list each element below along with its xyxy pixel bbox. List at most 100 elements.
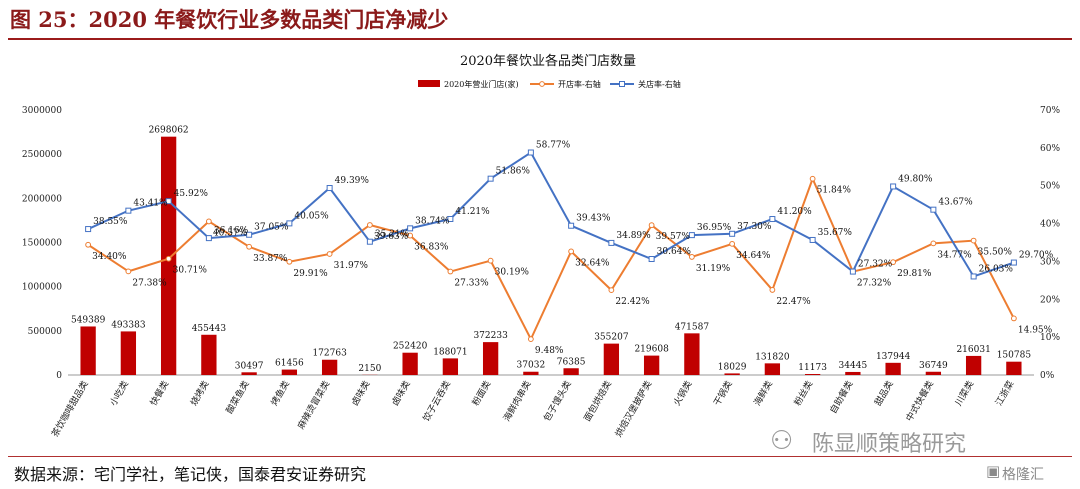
close-rate-label: 39.43% (576, 214, 611, 224)
x-category-label: 海鲜类 (751, 379, 775, 408)
x-category-label: 包子馒头类 (541, 379, 574, 424)
close-rate-label: 26.03% (979, 264, 1014, 274)
x-category-label: 面包烘焙类 (581, 379, 614, 424)
bar-value-label: 34445 (839, 361, 868, 371)
open-rate-point (165, 255, 172, 262)
bar (1006, 361, 1022, 375)
bar-value-label: 2150 (358, 364, 381, 374)
open-rate-point (648, 222, 655, 229)
close-rate-point (890, 183, 897, 190)
line-series (85, 149, 1017, 343)
close-rate-label: 34.89% (616, 231, 651, 241)
close-rate-point (326, 185, 333, 192)
bar (804, 374, 821, 375)
x-category-label: 酸菜鱼类 (223, 379, 251, 416)
close-rate-label: 43.67% (938, 198, 973, 208)
chart-legend: 2020年营业门店(家) 开店率-右轴 关店率-右轴 (418, 79, 681, 89)
y-right-tick-label: 40% (1040, 220, 1060, 230)
close-rate-label: 41.20% (777, 207, 812, 217)
open-rate-point (326, 251, 333, 257)
x-category-label: 饺子云吞类 (420, 379, 453, 424)
bar (120, 331, 137, 375)
y-left-tick-label: 2000000 (22, 194, 62, 204)
x-category-label: 卤味类 (389, 379, 413, 408)
bar-value-label: 188071 (433, 347, 467, 357)
open-rate-label: 39.57% (656, 232, 691, 242)
open-rate-point (1010, 315, 1017, 322)
x-category-label: 川菜类 (952, 379, 976, 408)
x-category-label: 海鲜肉串类 (501, 379, 534, 424)
legend-label-close: 关店率-右轴 (638, 79, 681, 89)
close-rate-label: 45.92% (174, 189, 209, 199)
close-rate-point (930, 206, 937, 213)
bar-value-label: 137944 (876, 352, 911, 362)
x-category-label: 小吃类 (107, 379, 131, 408)
close-rate-point (165, 198, 172, 205)
open-rate-label: 31.19% (696, 264, 731, 274)
x-category-label: 麻辣烫冒菜类 (295, 379, 332, 432)
close-rate-label: 38.74% (415, 216, 450, 226)
y-right-tick-label: 60% (1040, 144, 1060, 154)
x-category-label: 烘焙汉堡披萨类 (612, 379, 654, 440)
bar (603, 343, 620, 375)
close-rate-label: 27.32% (858, 260, 893, 270)
chart: 2020年餐饮业各品类门店数量 2020年营业门店(家) 开店率-右轴 关店率-右轴… (22, 53, 1061, 440)
close-rate-label: 40.05% (294, 211, 329, 221)
bar-value-label: 172763 (312, 349, 347, 359)
bar-value-label: 549389 (71, 315, 106, 325)
close-rate-point (85, 226, 92, 233)
x-category-label: 甜品类 (872, 379, 896, 408)
open-rate-point (729, 240, 736, 247)
close-rate-label: 36.95% (697, 223, 732, 233)
open-rate-point (125, 268, 132, 275)
bar (442, 358, 459, 375)
bar-series (80, 136, 1022, 375)
bar-value-label: 37032 (517, 361, 546, 371)
open-rate-label: 9.48% (535, 346, 564, 356)
y-right-tick-label: 20% (1040, 295, 1060, 305)
open-rate-point (890, 259, 897, 266)
close-rate-point (769, 216, 776, 223)
close-rate-point (568, 222, 575, 229)
footer-rule (8, 456, 1072, 457)
open-rate-label: 40.57% (213, 228, 248, 238)
x-category-label: 粉面类 (469, 379, 493, 408)
bar (321, 359, 338, 375)
close-rate-point (407, 225, 414, 232)
data-labels: 549389 493383 2698062 455443 30497 61456 17276… (71, 126, 1054, 374)
y-left-tick-label: 0 (56, 371, 62, 381)
close-rate-label: 49.80% (898, 174, 933, 184)
legend-label-open: 开店率-右轴 (558, 79, 601, 89)
bar (201, 334, 217, 375)
close-rate-label: 43.41% (133, 199, 168, 209)
close-rate-point (366, 238, 373, 245)
x-category-label: 茶饮咖啡甜品类 (49, 379, 91, 440)
open-rate-label: 51.84% (817, 186, 852, 196)
bar-value-label: 11173 (798, 363, 827, 373)
open-rate-label: 33.87% (253, 254, 288, 264)
x-category-label: 干锅类 (711, 379, 735, 408)
open-rate-point (205, 218, 212, 225)
bar (845, 371, 861, 375)
bar (563, 368, 579, 375)
close-rate-label: 51.86% (496, 167, 531, 177)
bar-value-label: 36749 (919, 361, 948, 371)
bar-value-label: 18029 (718, 362, 747, 372)
open-rate-label: 34.77% (937, 250, 972, 260)
open-rate-label: 32.64% (575, 258, 610, 268)
open-rate-point (688, 254, 695, 260)
close-rate-point (1010, 259, 1017, 266)
bar (885, 362, 901, 375)
legend-swatch-open-marker (539, 81, 545, 87)
wechat-icon: ⚇ (770, 426, 794, 456)
close-rate-label: 38.55% (93, 217, 128, 227)
close-rate-point (648, 256, 655, 263)
x-category-label: 中式快餐类 (903, 379, 936, 424)
close-rate-point (205, 235, 212, 242)
x-category-label: 火锅类 (671, 379, 695, 408)
bar-value-label: 61456 (275, 359, 304, 369)
legend-swatch-bars (418, 80, 440, 87)
bar (241, 372, 257, 375)
open-rate-label: 31.97% (334, 261, 369, 271)
legend-swatch-close-marker (619, 81, 625, 87)
